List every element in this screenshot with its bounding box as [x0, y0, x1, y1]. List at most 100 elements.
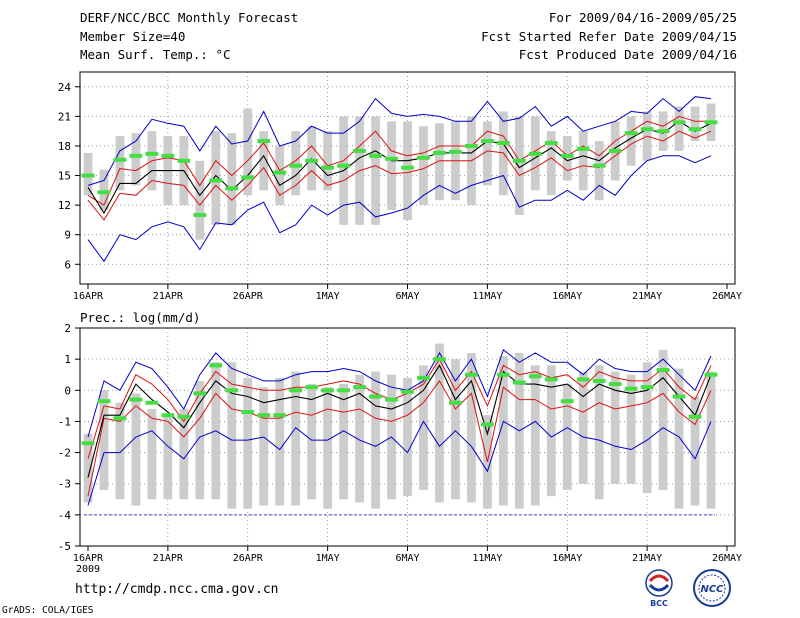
prec-climate-bar — [419, 365, 428, 490]
temp-x-tick-label: 26APR — [233, 291, 264, 300]
temp-climate-bar — [435, 123, 444, 201]
prec-climate-bar — [227, 362, 237, 509]
temp-climate-bar — [674, 106, 684, 151]
temp-climate-bar — [275, 145, 285, 206]
temperature-chart: 6 9 12 15 18 21 24 16APR 21APR 26APR 1MAY 6MAY 11MAY… — [58, 71, 742, 300]
temp-climate-bar — [371, 116, 380, 225]
prec-observed-mark — [592, 378, 606, 383]
prec-climate-bar — [323, 387, 333, 509]
prec-y-tick-label: -4 — [58, 509, 72, 522]
temp-observed-mark — [496, 140, 510, 145]
prec-climate-bar — [307, 384, 317, 500]
prec-climate-bar — [163, 415, 173, 500]
prec-y-tick-label: -2 — [58, 447, 71, 460]
bcc-logo-text: BCC — [650, 599, 668, 608]
temp-observed-mark — [129, 153, 143, 158]
prec-observed-mark — [161, 413, 175, 418]
temp-observed-mark — [433, 150, 446, 155]
prec-observed-mark — [401, 389, 414, 394]
prec-observed-mark — [321, 388, 335, 393]
temp-observed-mark — [305, 158, 319, 163]
prec-climate-bar — [626, 374, 636, 484]
prec-observed-mark — [209, 363, 223, 368]
temp-observed-mark — [321, 165, 335, 170]
prec-observed-mark — [97, 399, 111, 404]
prec-climate-bar — [195, 380, 205, 500]
temp-climate-bar — [690, 106, 700, 142]
prec-observed-mark — [433, 357, 446, 362]
source-url[interactable]: http://cmdp.ncc.cma.gov.cn — [75, 582, 279, 597]
temp-y-tick-label: 12 — [58, 199, 71, 212]
temp-climate-bar — [546, 131, 556, 196]
temp-observed-mark — [512, 158, 526, 163]
prec-y-tick-label: 1 — [64, 353, 71, 366]
temp-observed-mark — [640, 127, 654, 132]
temp-x-tick-label: 1MAY — [316, 291, 340, 300]
fcst-started-label: Fcst Started Refer Date 2009/04/15 — [481, 29, 737, 44]
temp-observed-mark — [401, 165, 414, 170]
prec-x-tick-label: 21MAY — [632, 553, 662, 564]
prec-frame — [79, 327, 736, 547]
prec-observed-mark — [480, 422, 494, 427]
precipitation-variable-label: Prec.: log(mm/d) — [80, 310, 201, 325]
temp-y-tick-label: 6 — [64, 258, 71, 271]
prec-y-tick-label: -3 — [58, 478, 71, 491]
prec-climate-bar — [243, 377, 253, 509]
temp-observed-mark — [672, 120, 686, 125]
temp-climate-bar — [115, 136, 125, 191]
prec-climate-bar — [179, 408, 189, 500]
prec-observed-mark — [576, 377, 590, 382]
prec-climate-bar — [99, 390, 109, 490]
prec-observed-mark — [81, 441, 95, 446]
prec-climate-bar — [642, 362, 652, 494]
temp-observed-mark — [241, 175, 255, 180]
temp-observed-mark — [608, 148, 622, 153]
temp-mean-line — [87, 120, 712, 215]
prec-observed-mark — [449, 400, 462, 405]
prec-y-tick-label: 2 — [64, 322, 71, 335]
prec-climate-bar — [467, 352, 476, 503]
prec-observed-mark — [640, 385, 654, 390]
temp-climate-bar — [387, 121, 396, 211]
prec-climate-bar — [403, 377, 412, 497]
temp-observed-mark — [465, 143, 478, 148]
temp-observed-mark — [145, 151, 159, 156]
temp-climate-bar — [626, 116, 636, 166]
temp-observed-mark — [81, 173, 95, 178]
prec-climate-bar — [451, 359, 460, 500]
prec-climate-bar — [578, 371, 588, 484]
temp-observed-mark — [560, 153, 574, 158]
prec-observed-mark — [305, 385, 319, 390]
prec-climate-bar — [658, 349, 668, 490]
prec-observed-mark — [129, 397, 143, 402]
temp-observed-mark — [209, 178, 223, 183]
temp-observed-mark — [225, 186, 239, 191]
prec-x-tick-label: 26APR — [233, 553, 264, 564]
prec-lower-line — [87, 379, 712, 497]
temp-climate-bar — [578, 131, 588, 191]
temp-y-tick-label: 15 — [58, 170, 71, 183]
temp-climate-bar — [594, 141, 604, 201]
prec-observed-mark — [417, 375, 430, 380]
temp-observed-mark — [337, 163, 350, 168]
temp-observed-mark — [704, 120, 718, 125]
temp-climate-bar — [227, 133, 237, 225]
temp-observed-mark — [369, 153, 382, 158]
precipitation-chart: -5 -4 -3 -2 -1 0 1 2 16APR 21APR 26APR 1MAY 6MAY 11MA… — [58, 322, 742, 575]
prec-climate-bar — [690, 396, 700, 506]
prec-observed-mark — [113, 416, 127, 421]
prec-climate-bar — [498, 356, 508, 506]
prec-climate-bar — [371, 371, 380, 509]
prec-climate-bar — [706, 371, 716, 509]
prec-observed-mark — [465, 372, 478, 377]
temp-y-tick-label: 21 — [58, 110, 71, 123]
temp-x-tick-label: 16APR — [73, 291, 104, 300]
prec-climate-bar — [339, 384, 348, 500]
prec-climate-bar — [259, 387, 269, 506]
prec-climate-bar — [275, 377, 285, 506]
temp-climate-bar — [131, 133, 141, 186]
temp-climate-bar — [291, 131, 301, 196]
prec-x-tick-label: 16APR — [73, 553, 104, 564]
temperature-variable-label: Mean Surf. Temp.: °C — [80, 47, 231, 62]
temp-climate-bar — [211, 131, 221, 225]
